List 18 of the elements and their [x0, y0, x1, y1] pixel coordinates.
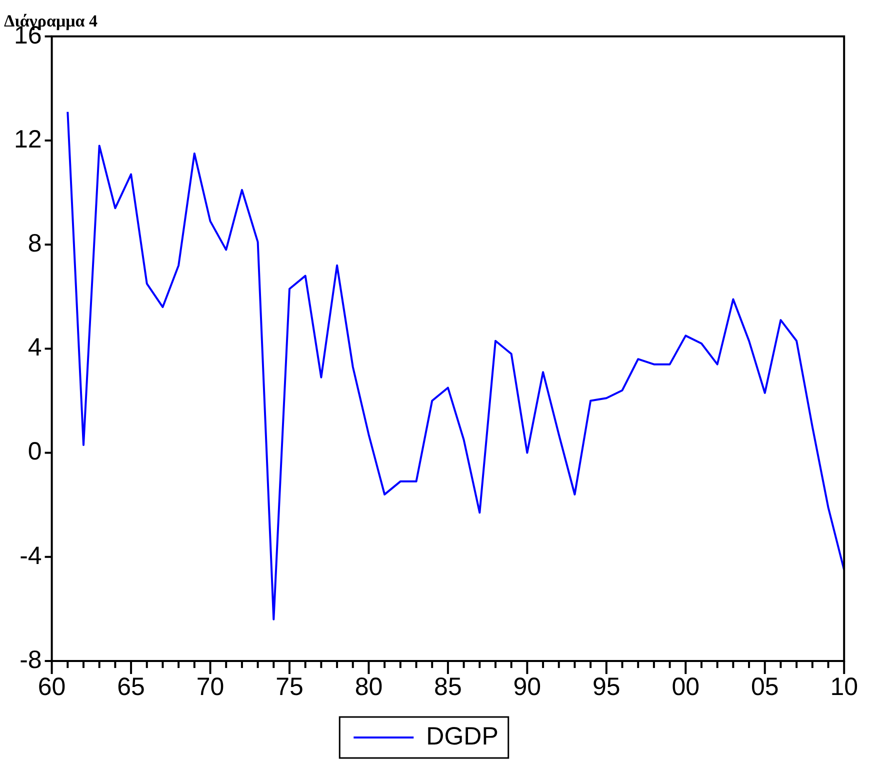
x-tick-label: 75 — [276, 672, 304, 701]
x-tick-label: 05 — [750, 672, 779, 701]
y-tick-label: 12 — [14, 125, 42, 154]
y-tick-label: -8 — [20, 646, 42, 674]
x-tick-label: 80 — [354, 672, 383, 701]
y-tick-label: 8 — [28, 229, 42, 258]
x-tick-label: 95 — [592, 672, 620, 701]
x-tick-label: 90 — [513, 672, 542, 701]
y-tick-label: -4 — [20, 542, 42, 570]
x-tick-label: 10 — [830, 672, 858, 701]
x-tick-label: 65 — [117, 672, 145, 701]
x-tick-label: 70 — [196, 672, 224, 701]
x-tick-label: 60 — [38, 672, 66, 701]
x-tick-label: 85 — [434, 672, 462, 701]
legend-label: DGDP — [426, 722, 498, 750]
y-tick-label: 0 — [28, 438, 42, 466]
y-tick-label: 4 — [28, 334, 42, 362]
x-tick-label: 00 — [672, 672, 700, 701]
